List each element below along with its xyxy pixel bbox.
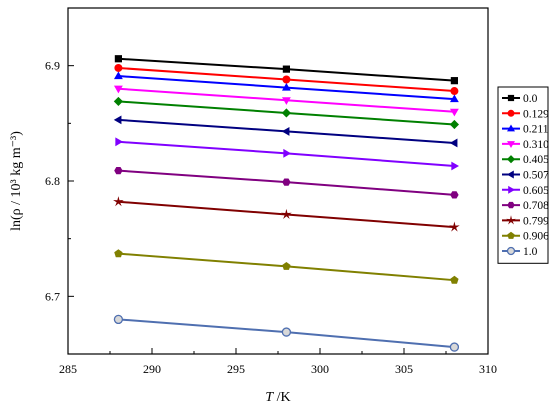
legend-marker	[507, 94, 515, 102]
data-point	[449, 108, 459, 117]
data-point	[113, 85, 123, 94]
x-tick-label: 300	[311, 362, 329, 376]
data-point	[113, 196, 124, 207]
plot-area	[113, 55, 460, 352]
x-axis: 285 290 295 300 305 310	[59, 348, 497, 376]
legend: 0.0 0.129 0.211 0.310 0.405 0.507 0.605 0.708 0.…	[497, 86, 549, 264]
legend-item: 1.0	[502, 246, 538, 258]
legend-item: 0.0	[502, 93, 538, 105]
legend-item: 0.708	[502, 200, 549, 212]
legend-marker	[508, 185, 516, 194]
series-0.129	[114, 63, 459, 96]
y-tick-label: 6.8	[45, 174, 60, 188]
series-0.310	[113, 85, 459, 117]
series-0.0	[114, 55, 458, 85]
data-point	[450, 87, 459, 96]
legend-item: 0.211	[502, 124, 549, 136]
legend-marker	[506, 155, 516, 164]
y-axis-title: ln(ρ / 10³ kg m⁻³)	[9, 131, 24, 231]
legend-label: 0.799	[523, 215, 549, 227]
y-tick-label: 6.9	[45, 59, 60, 73]
legend-marker	[506, 246, 516, 256]
data-point	[282, 75, 291, 84]
series-0.708	[114, 166, 459, 199]
legend-label: 0.906	[523, 231, 549, 243]
data-point	[449, 342, 460, 352]
data-point	[283, 148, 291, 158]
data-point	[281, 108, 291, 118]
x-tick-label: 305	[395, 362, 413, 376]
data-point	[451, 161, 459, 171]
data-point	[281, 82, 291, 91]
series-0.211	[113, 71, 459, 103]
series-0.405	[113, 96, 459, 130]
legend-label: 0.507	[523, 170, 549, 182]
legend-item: 0.799	[502, 215, 549, 227]
legend-item: 0.605	[502, 185, 549, 197]
legend-item: 0.310	[502, 139, 549, 151]
legend-marker	[506, 170, 514, 179]
data-point	[450, 275, 459, 284]
data-point	[113, 314, 124, 325]
legend-label: 1.0	[523, 246, 538, 258]
x-tick-label: 285	[59, 362, 77, 376]
data-point	[113, 71, 123, 80]
x-tick-label: 310	[479, 362, 497, 376]
data-point	[281, 327, 292, 337]
data-point	[282, 65, 290, 73]
data-point	[282, 261, 291, 270]
legend-marker	[507, 201, 515, 209]
series-0.605	[115, 137, 459, 171]
legend-marker	[507, 231, 515, 239]
series-0.906	[114, 249, 459, 284]
legend-item: 0.129	[502, 108, 549, 120]
data-point	[281, 126, 290, 136]
data-point	[115, 137, 123, 147]
legend-label: 0.129	[523, 108, 549, 120]
legend-marker	[506, 215, 516, 225]
data-point	[114, 166, 123, 175]
legend-marker	[507, 124, 515, 132]
legend-marker	[507, 109, 515, 117]
y-axis: 6.7 6.8 6.9	[45, 7, 74, 355]
data-point	[449, 119, 459, 130]
data-point	[449, 94, 459, 103]
data-point	[282, 178, 291, 186]
data-point	[114, 55, 122, 63]
y-tick-label: 6.7	[45, 289, 60, 303]
data-point	[114, 249, 123, 258]
data-point	[113, 96, 123, 107]
series-0.507	[113, 115, 458, 148]
legend-label: 0.211	[523, 124, 549, 136]
legend-marker	[507, 141, 515, 148]
legend-item: 0.405	[502, 154, 549, 166]
legend-label: 0.0	[523, 93, 538, 105]
data-point	[450, 77, 458, 85]
data-point	[450, 191, 459, 199]
legend-item: 0.906	[502, 231, 549, 243]
data-point	[449, 221, 460, 232]
data-point	[281, 208, 292, 219]
series-0.799	[113, 196, 460, 232]
data-point	[449, 138, 458, 148]
data-point	[281, 97, 291, 105]
x-tick-label: 295	[227, 362, 245, 376]
data-point	[114, 63, 123, 72]
data-point	[113, 115, 122, 125]
legend-label: 0.310	[523, 139, 549, 151]
legend-label: 0.405	[523, 154, 549, 166]
legend-item: 0.507	[502, 170, 549, 182]
x-axis-title: T /K	[265, 390, 290, 405]
legend-label: 0.605	[523, 185, 549, 197]
legend-label: 0.708	[523, 200, 549, 212]
series-1.0	[113, 314, 460, 352]
x-tick-label: 290	[143, 362, 161, 376]
